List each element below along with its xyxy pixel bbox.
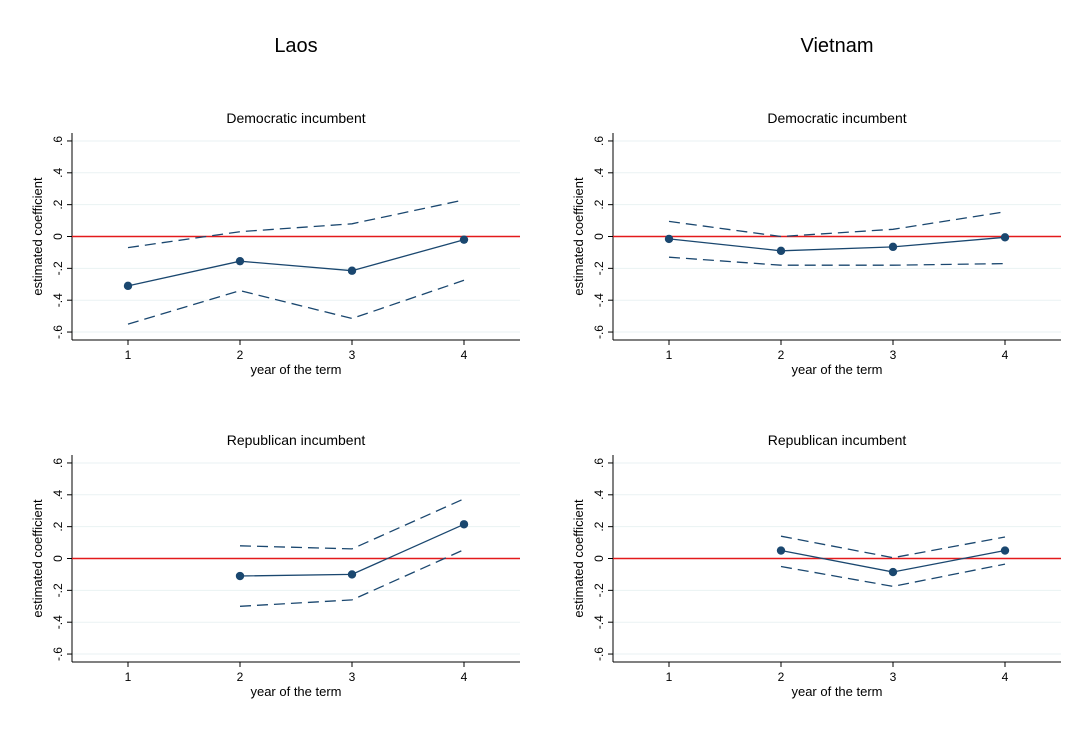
y-tick-label: .4 bbox=[592, 489, 606, 499]
y-tick-label: 0 bbox=[51, 233, 65, 240]
x-tick-label: 4 bbox=[1002, 348, 1009, 362]
panel-1: Democratic incumbent -.6 -.4 -.2 0 .2 .4 .6 1 2 3 4… bbox=[30, 110, 520, 377]
y-tick-label: 0 bbox=[51, 555, 65, 562]
lower-bound-line bbox=[780, 563, 1006, 588]
y-tick-label: 0 bbox=[592, 555, 606, 562]
panel-title: Democratic incumbent bbox=[226, 110, 365, 126]
upper-bound-line bbox=[239, 498, 465, 550]
y-tick-label: -.6 bbox=[592, 647, 606, 661]
x-tick-label: 2 bbox=[237, 348, 244, 362]
estimate-point bbox=[459, 520, 469, 529]
panel-4: Republican incumbent -.6 -.4 -.2 0 .2 .4 .6 1 2 3 4… bbox=[571, 432, 1061, 699]
y-tick-label: .2 bbox=[592, 199, 606, 209]
estimate-point bbox=[888, 567, 898, 577]
y-tick-label: 0 bbox=[592, 233, 606, 240]
y-tick-label: -.4 bbox=[592, 293, 606, 307]
x-tick-label: 2 bbox=[237, 670, 244, 684]
y-tick-label: -.6 bbox=[51, 647, 65, 661]
y-tick-label: -.2 bbox=[592, 583, 606, 597]
y-tick-label: .2 bbox=[51, 199, 65, 209]
estimate-point bbox=[123, 281, 133, 291]
panel-title: Republican incumbent bbox=[768, 432, 907, 448]
x-tick-label: 1 bbox=[666, 670, 673, 684]
x-tick-label: 3 bbox=[349, 348, 356, 362]
panel-title: Republican incumbent bbox=[227, 432, 366, 448]
y-tick-label: -.2 bbox=[51, 261, 65, 275]
y-tick-label: .6 bbox=[592, 458, 606, 468]
upper-bound-line bbox=[668, 211, 1006, 238]
x-axis-label: year of the term bbox=[791, 684, 882, 699]
estimate-point bbox=[459, 235, 469, 244]
y-tick-label: -.6 bbox=[51, 325, 65, 339]
estimate-point bbox=[888, 242, 898, 252]
y-tick-label: -.4 bbox=[51, 615, 65, 629]
column-title-vietnam: Vietnam bbox=[800, 35, 873, 57]
estimate-point bbox=[347, 266, 357, 275]
x-tick-label: 4 bbox=[461, 670, 468, 684]
panel-2: Democratic incumbent -.6 -.4 -.2 0 .2 .4 .6 1 2 3 4… bbox=[571, 110, 1061, 377]
y-tick-label: .2 bbox=[51, 521, 65, 531]
estimate-point bbox=[1000, 546, 1010, 555]
estimate-point bbox=[235, 571, 245, 581]
x-axis-label: year of the term bbox=[791, 362, 882, 377]
panel-3: Republican incumbent -.6 -.4 -.2 0 .2 .4 .6 1 2 3 4… bbox=[30, 432, 520, 699]
x-tick-label: 1 bbox=[666, 348, 673, 362]
y-tick-label: -.2 bbox=[51, 583, 65, 597]
estimate-line bbox=[127, 239, 465, 287]
estimate-point bbox=[776, 246, 786, 256]
estimate-point bbox=[1000, 233, 1010, 242]
y-tick-label: -.4 bbox=[51, 293, 65, 307]
estimate-point bbox=[347, 570, 357, 579]
upper-bound-line bbox=[780, 535, 1006, 559]
lower-bound-line bbox=[668, 256, 1006, 266]
x-axis-label: year of the term bbox=[250, 684, 341, 699]
x-tick-label: 1 bbox=[125, 670, 132, 684]
y-axis-label: estimated coefficient bbox=[571, 499, 586, 618]
y-tick-label: .6 bbox=[51, 458, 65, 468]
panels: Democratic incumbent -.6 -.4 -.2 0 .2 .4 .6 1 2 3 4… bbox=[30, 110, 1061, 699]
y-axis-label: estimated coefficient bbox=[571, 177, 586, 296]
y-tick-label: .6 bbox=[51, 136, 65, 146]
y-tick-label: -.6 bbox=[592, 325, 606, 339]
x-axis-label: year of the term bbox=[250, 362, 341, 377]
x-tick-label: 3 bbox=[890, 348, 897, 362]
x-tick-label: 2 bbox=[778, 670, 785, 684]
y-axis-label: estimated coefficient bbox=[30, 177, 45, 296]
estimate-point bbox=[664, 234, 674, 244]
y-tick-label: -.2 bbox=[592, 261, 606, 275]
y-tick-label: .6 bbox=[592, 136, 606, 146]
y-tick-label: .4 bbox=[51, 167, 65, 177]
y-tick-label: .2 bbox=[592, 521, 606, 531]
estimate-line bbox=[668, 236, 1006, 252]
estimate-point bbox=[235, 256, 245, 266]
y-tick-label: .4 bbox=[51, 489, 65, 499]
y-tick-label: .4 bbox=[592, 167, 606, 177]
estimate-point bbox=[776, 546, 786, 555]
x-tick-label: 3 bbox=[349, 670, 356, 684]
x-tick-label: 4 bbox=[1002, 670, 1009, 684]
upper-bound-line bbox=[127, 199, 465, 249]
column-title-laos: Laos bbox=[274, 35, 317, 57]
x-tick-label: 4 bbox=[461, 348, 468, 362]
lower-bound-line bbox=[239, 549, 465, 607]
panel-title: Democratic incumbent bbox=[767, 110, 906, 126]
x-tick-label: 1 bbox=[125, 348, 132, 362]
x-tick-label: 3 bbox=[890, 670, 897, 684]
y-tick-label: -.4 bbox=[592, 615, 606, 629]
lower-bound-line bbox=[127, 279, 465, 325]
y-axis-label: estimated coefficient bbox=[30, 499, 45, 618]
x-tick-label: 2 bbox=[778, 348, 785, 362]
